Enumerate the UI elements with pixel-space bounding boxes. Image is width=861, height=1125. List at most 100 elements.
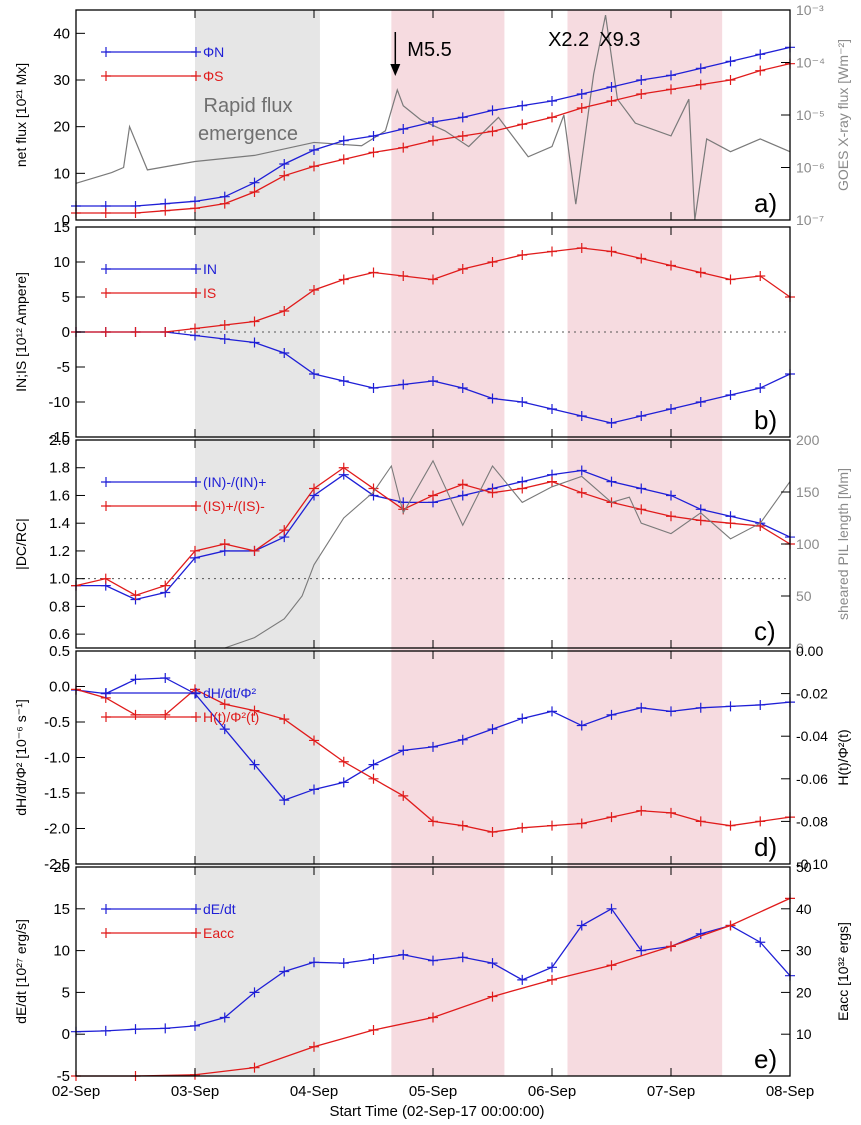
- data-point-0-20: [666, 706, 676, 717]
- data-point-0-5: [219, 724, 230, 735]
- legend-marker-left-1: [101, 288, 111, 298]
- data-point-1-5: [219, 320, 230, 330]
- data-point-0-19: [636, 702, 647, 713]
- data-point-1-5: [219, 699, 230, 710]
- x-tick-label-1: 03-Sep: [171, 1083, 219, 1100]
- ytick-label-1: 0: [62, 1026, 70, 1043]
- legend-marker-left-1: [101, 501, 111, 511]
- data-point-1-14: [487, 257, 498, 267]
- y2tick-label-0: 0: [796, 640, 804, 656]
- data-point-1-10: [368, 267, 379, 278]
- y2tick-label-1: -0.08: [796, 813, 828, 829]
- ytick-label-4: 1.4: [49, 515, 70, 532]
- ytick-label-0: -2.5: [44, 856, 70, 873]
- y2tick-label-0: 10⁻⁷: [796, 212, 824, 228]
- ytick-label-3: 1.2: [49, 543, 70, 560]
- data-point-0-19: [636, 945, 647, 956]
- data-point-1-17: [576, 818, 587, 829]
- legend-marker-right-1: [191, 288, 201, 298]
- data-point-1-9: [606, 960, 617, 971]
- data-point-1-19: [636, 89, 647, 99]
- data-point-0-9: [338, 376, 349, 386]
- y2tick-label-3: 40: [796, 901, 812, 917]
- data-point-1-12: [428, 816, 438, 827]
- ytick-label-1: 10: [53, 165, 70, 182]
- legend-marker-left-1: [101, 712, 111, 722]
- y2tick-label-4: 200: [796, 432, 820, 448]
- y2tick-label-2: 30: [796, 943, 812, 959]
- y2tick-label-1: 10⁻⁶: [796, 160, 825, 176]
- data-point-1-15: [517, 250, 528, 260]
- legend-marker-left-0: [101, 47, 111, 57]
- panel-label: a): [754, 188, 777, 218]
- data-point-0-6: [249, 759, 260, 770]
- panel-label: e): [754, 1044, 777, 1074]
- y2tick-label-2: -0.06: [796, 771, 828, 787]
- data-point-1-3: [160, 709, 171, 720]
- data-point-0-3: [160, 672, 171, 683]
- data-point-1-6: [249, 545, 260, 556]
- data-point-1-21: [695, 267, 706, 278]
- y2tick-label-4: 50: [796, 859, 812, 875]
- data-point-1-6: [428, 1012, 438, 1023]
- data-point-1-2: [130, 327, 141, 337]
- data-point-1-5: [219, 198, 230, 209]
- data-point-0-20: [666, 490, 676, 501]
- ytick-label-2: -5: [57, 359, 70, 376]
- data-point-1-23: [755, 271, 766, 281]
- data-point-0-8: [309, 784, 319, 795]
- x-tick-label-5: 07-Sep: [647, 1083, 695, 1100]
- ytick-label-2: 1.0: [49, 571, 70, 588]
- data-point-0-16: [547, 962, 557, 973]
- data-point-1-6: [249, 316, 260, 327]
- ytick-label-6: 0.5: [49, 643, 70, 660]
- data-point-1-15: [517, 822, 528, 833]
- data-point-0-10: [368, 383, 379, 393]
- data-point-0-14: [487, 393, 498, 404]
- data-point-0-7: [279, 348, 290, 358]
- data-point-1-7: [279, 525, 290, 536]
- data-point-0-15: [517, 100, 528, 111]
- data-point-0-8: [309, 957, 319, 968]
- data-point-1-18: [606, 812, 617, 823]
- y2tick-label-3: 150: [796, 484, 820, 500]
- y2tick-label-0: -0.10: [796, 856, 828, 872]
- ytick-label-4: 5: [62, 289, 70, 306]
- shade-rapid-flux-emergence: [195, 10, 320, 1076]
- data-point-0-16: [547, 96, 557, 106]
- data-point-1-14: [487, 487, 498, 498]
- legend-marker-right-0: [191, 47, 201, 57]
- panel-label: b): [754, 405, 777, 435]
- data-point-1-10: [666, 941, 676, 952]
- data-point-0-19: [636, 483, 647, 494]
- data-point-1-3: [249, 1062, 260, 1073]
- data-point-1-21: [695, 816, 706, 827]
- data-point-1-6: [249, 705, 260, 716]
- data-point-0-10: [368, 759, 379, 770]
- y-axis-label: net flux [10²¹ Mx]: [13, 63, 29, 167]
- shade-flare-window-1: [391, 10, 505, 1076]
- y-axis-label: dH/dt/Φ² [10⁻⁶ s⁻¹]: [13, 699, 29, 816]
- data-point-1-8: [309, 161, 319, 172]
- data-point-1-16: [547, 112, 557, 123]
- data-point-0-10: [368, 131, 379, 141]
- data-point-1-20: [666, 84, 676, 95]
- data-point-1-20: [666, 807, 676, 818]
- data-point-0-9: [338, 777, 349, 788]
- y2tick-label-3: 10⁻⁴: [796, 55, 825, 71]
- flare-arrowhead-0: [390, 64, 401, 76]
- data-point-1-2: [130, 709, 141, 720]
- legend-marker-right-0: [191, 688, 201, 698]
- data-point-0-6: [249, 177, 260, 188]
- rapid-flux-label-line1: Rapid flux: [204, 95, 293, 117]
- ytick-label-2: 5: [62, 984, 70, 1001]
- data-point-1-2: [130, 208, 141, 218]
- data-point-1-22: [725, 518, 736, 529]
- data-point-0-17: [576, 411, 587, 421]
- data-point-0-5: [219, 1012, 230, 1023]
- ytick-label-0: 0: [62, 212, 70, 229]
- data-point-0-13: [457, 952, 468, 963]
- data-point-0-8: [309, 145, 319, 155]
- data-point-0-4: [190, 1020, 200, 1031]
- data-point-1-5: [368, 1025, 379, 1036]
